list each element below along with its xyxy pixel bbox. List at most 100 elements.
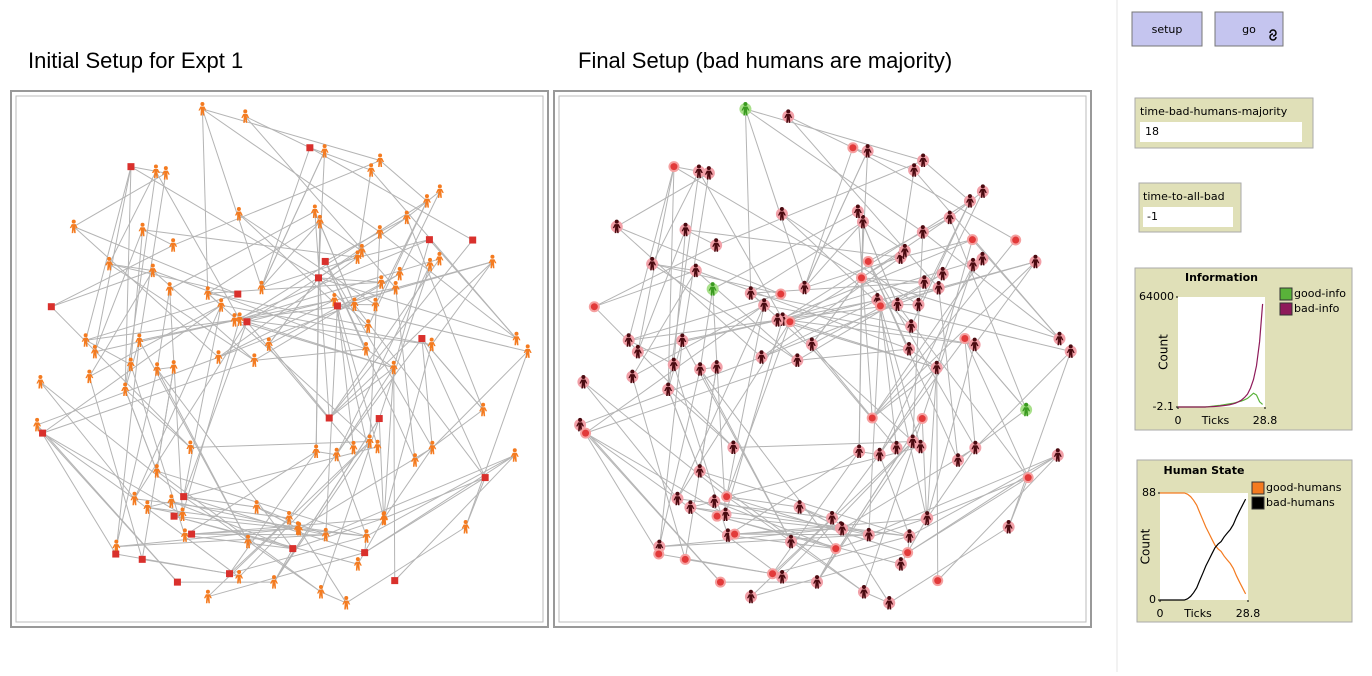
person-head bbox=[973, 441, 977, 445]
monitor-label: time-bad-humans-majority bbox=[1140, 105, 1288, 118]
person-head bbox=[132, 492, 136, 496]
person-head bbox=[155, 362, 159, 366]
person-head bbox=[867, 528, 871, 532]
person-head bbox=[672, 358, 676, 362]
info-node bbox=[188, 531, 195, 538]
person-head bbox=[72, 220, 76, 224]
person-head bbox=[775, 313, 779, 317]
person-head bbox=[815, 575, 819, 579]
person-head bbox=[114, 540, 118, 544]
person-head bbox=[188, 441, 192, 445]
person-head bbox=[707, 166, 711, 170]
info-node bbox=[418, 335, 425, 342]
info-node bbox=[226, 570, 233, 577]
x-tick-label: 0 bbox=[1157, 607, 1164, 620]
person-head bbox=[948, 211, 952, 215]
y-tick-label: 88 bbox=[1142, 486, 1156, 499]
x-axis-label: Ticks bbox=[1201, 414, 1230, 427]
info-node bbox=[832, 545, 839, 552]
info-node bbox=[482, 474, 489, 481]
person-head bbox=[875, 293, 879, 297]
person-head bbox=[680, 334, 684, 338]
info-node bbox=[469, 237, 476, 244]
info-node bbox=[682, 556, 689, 563]
x-axis-label: Ticks bbox=[1183, 607, 1212, 620]
info-node bbox=[39, 430, 46, 437]
person-head bbox=[1057, 332, 1061, 336]
info-node bbox=[426, 236, 433, 243]
person-head bbox=[183, 528, 187, 532]
info-node bbox=[714, 513, 721, 520]
person-head bbox=[318, 215, 322, 219]
info-node bbox=[723, 493, 730, 500]
legend-swatch bbox=[1252, 482, 1264, 494]
person-head bbox=[712, 494, 716, 498]
info-node bbox=[969, 236, 976, 243]
person-head bbox=[319, 585, 323, 589]
person-head bbox=[694, 264, 698, 268]
person-head bbox=[724, 507, 728, 511]
button-label[interactable]: go bbox=[1242, 23, 1256, 36]
monitor-value: 18 bbox=[1145, 125, 1159, 138]
person-head bbox=[323, 144, 327, 148]
person-head bbox=[840, 522, 844, 526]
person-head bbox=[937, 281, 941, 285]
person-head bbox=[428, 258, 432, 262]
info-node bbox=[961, 335, 968, 342]
person-head bbox=[206, 286, 210, 290]
person-head bbox=[481, 403, 485, 407]
info-node bbox=[391, 577, 398, 584]
y-axis-label: Count bbox=[1139, 528, 1153, 564]
person-head bbox=[272, 575, 276, 579]
info-node bbox=[306, 144, 313, 151]
person-head bbox=[856, 204, 860, 208]
person-head bbox=[181, 507, 185, 511]
person-head bbox=[1007, 520, 1011, 524]
person-head bbox=[255, 500, 259, 504]
go-button[interactable]: go bbox=[1215, 12, 1283, 46]
person-head bbox=[368, 435, 372, 439]
person-head bbox=[798, 500, 802, 504]
heading: Final Setup (bad humans are majority) bbox=[578, 48, 952, 73]
plot-area bbox=[1160, 493, 1248, 600]
person-head bbox=[684, 223, 688, 227]
info-node bbox=[869, 414, 876, 421]
person-head bbox=[154, 164, 158, 168]
person-head bbox=[878, 448, 882, 452]
person-head bbox=[352, 441, 356, 445]
person-head bbox=[38, 375, 42, 379]
person-head bbox=[759, 350, 763, 354]
person-head bbox=[514, 332, 518, 336]
legend-label: bad-humans bbox=[1266, 496, 1335, 509]
person-head bbox=[780, 207, 784, 211]
person-head bbox=[657, 540, 661, 544]
button-label[interactable]: setup bbox=[1152, 23, 1183, 36]
person-head bbox=[789, 535, 793, 539]
info-node bbox=[865, 258, 872, 265]
person-head bbox=[378, 225, 382, 229]
info-node bbox=[877, 302, 884, 309]
person-head bbox=[925, 511, 929, 515]
person-head bbox=[526, 344, 530, 348]
person-head bbox=[810, 337, 814, 341]
person-head bbox=[232, 313, 236, 317]
person-head bbox=[908, 529, 912, 533]
legend-swatch bbox=[1252, 497, 1264, 509]
person-head bbox=[911, 435, 915, 439]
monitor-display bbox=[1140, 122, 1302, 142]
person-head bbox=[887, 596, 891, 600]
monitor-label: time-to-all-bad bbox=[1143, 190, 1225, 203]
legend-label: good-info bbox=[1294, 287, 1346, 300]
person-head bbox=[464, 520, 468, 524]
person-head bbox=[335, 448, 339, 452]
person-head bbox=[899, 557, 903, 561]
person-head bbox=[909, 319, 913, 323]
person-head bbox=[749, 286, 753, 290]
person-head bbox=[344, 596, 348, 600]
info-node bbox=[376, 415, 383, 422]
person-head bbox=[360, 244, 364, 248]
person-head bbox=[666, 382, 670, 386]
x-tick-label: 0 bbox=[1175, 414, 1182, 427]
setup-button[interactable]: setup bbox=[1132, 12, 1202, 46]
person-head bbox=[392, 361, 396, 365]
